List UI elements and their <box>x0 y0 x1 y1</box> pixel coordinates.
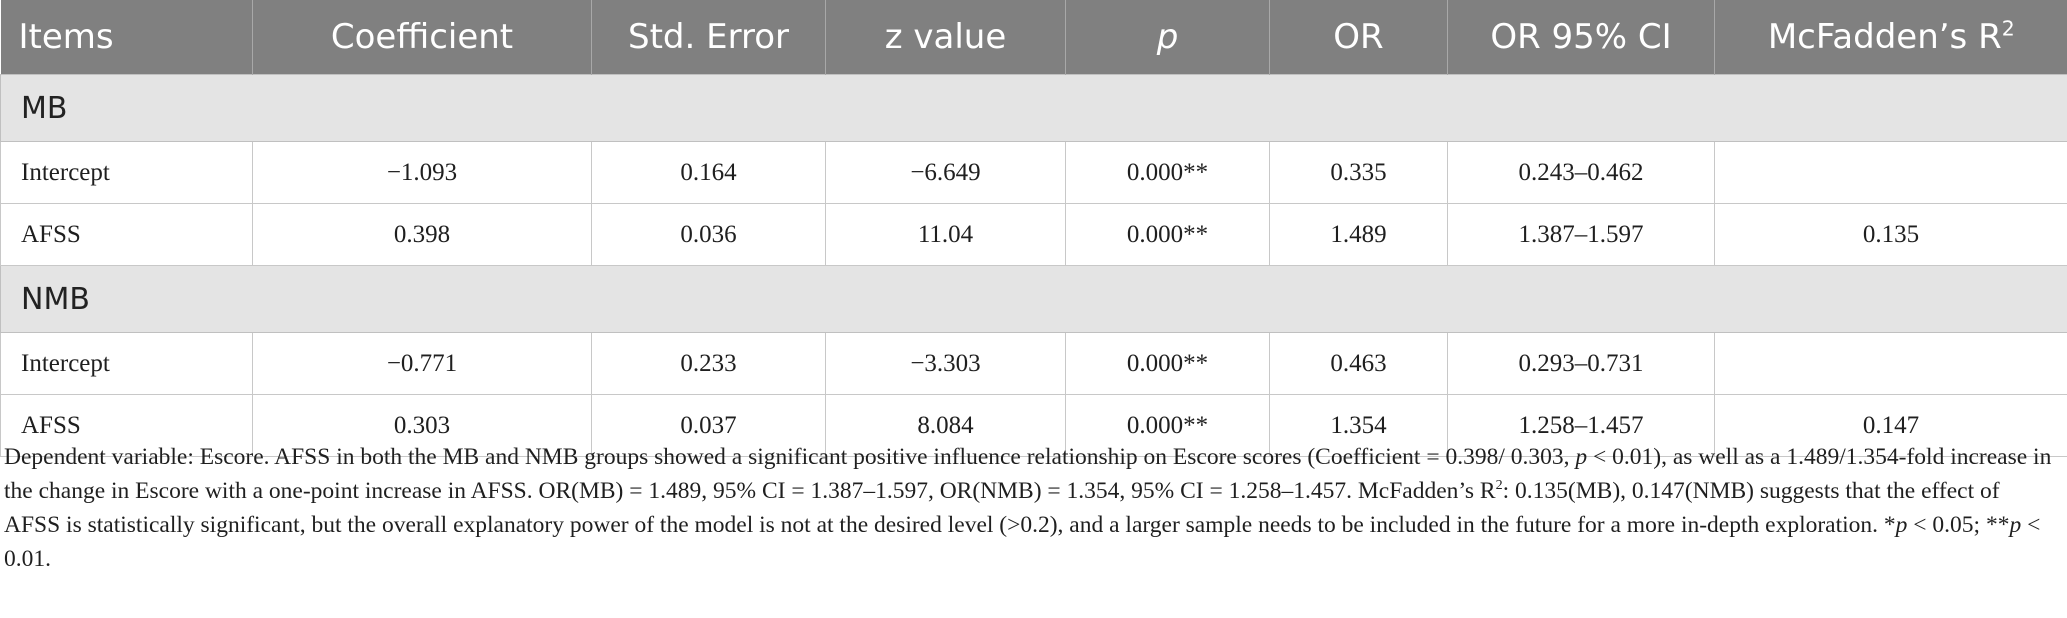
cell-or-ci: 0.293–0.731 <box>1447 332 1715 395</box>
cell-r2 <box>1714 332 2067 395</box>
cell-or: 0.463 <box>1269 332 1448 395</box>
table-row: Intercept −0.771 0.233 −3.303 0.000** 0.… <box>0 332 2067 395</box>
group-row-mb: MB <box>0 74 2067 142</box>
header-row: Items Coefficient Std. Error z value p O… <box>0 0 2067 75</box>
cell-r2 <box>1714 141 2067 204</box>
header-items: Items <box>0 0 253 75</box>
header-mcfadden-sup: 2 <box>2001 16 2015 41</box>
cell-or-ci: 1.387–1.597 <box>1447 203 1715 266</box>
results-table-container: Items Coefficient Std. Error z value p O… <box>0 0 2067 457</box>
cell-item: AFSS <box>0 394 253 457</box>
cell-std-error: 0.036 <box>591 203 826 266</box>
cell-item: AFSS <box>0 203 253 266</box>
table-row: Intercept −1.093 0.164 −6.649 0.000** 0.… <box>0 141 2067 204</box>
cell-or-ci: 0.243–0.462 <box>1447 141 1715 204</box>
cell-item: Intercept <box>0 332 253 395</box>
cell-r2: 0.147 <box>1714 394 2067 457</box>
group-label-nmb: NMB <box>0 265 2067 333</box>
header-p: p <box>1065 0 1270 75</box>
header-std-error: Std. Error <box>591 0 826 75</box>
cell-std-error: 0.164 <box>591 141 826 204</box>
header-or: OR <box>1269 0 1448 75</box>
cell-coefficient: −0.771 <box>252 332 592 395</box>
header-coefficient: Coefficient <box>252 0 592 75</box>
cell-coefficient: 0.303 <box>252 394 592 457</box>
note-r2-superscript: 2 <box>1495 477 1503 494</box>
cell-z-value: −3.303 <box>825 332 1066 395</box>
note-text-4: < 0.05; ** <box>1907 512 2010 538</box>
note-text-5: < 0.01. <box>4 512 2041 572</box>
note-p-italic-2: p <box>1895 512 1908 538</box>
cell-z-value: 8.084 <box>825 394 1066 457</box>
table-header: Items Coefficient Std. Error z value p O… <box>0 0 2067 75</box>
cell-or: 0.335 <box>1269 141 1448 204</box>
cell-p: 0.000** <box>1065 394 1270 457</box>
cell-std-error: 0.037 <box>591 394 826 457</box>
cell-z-value: −6.649 <box>825 141 1066 204</box>
regression-table: Items Coefficient Std. Error z value p O… <box>0 0 2067 457</box>
cell-z-value: 11.04 <box>825 203 1066 266</box>
note-text-2: < 0.01), as well as a 1.489/1.354-fold i… <box>4 444 2052 504</box>
header-or-ci: OR 95% CI <box>1447 0 1715 75</box>
table-row: AFSS 0.303 0.037 8.084 0.000** 1.354 1.2… <box>0 394 2067 457</box>
note-text-3: : 0.135(MB), 0.147(NMB) suggests that th… <box>4 478 2000 538</box>
header-mcfadden-r2: McFadden’s R2 <box>1714 0 2067 75</box>
group-row-nmb: NMB <box>0 265 2067 333</box>
note-p-italic-1: p <box>1575 444 1588 470</box>
header-z-value: z value <box>825 0 1066 75</box>
cell-r2: 0.135 <box>1714 203 2067 266</box>
cell-p: 0.000** <box>1065 141 1270 204</box>
cell-item: Intercept <box>0 141 253 204</box>
table-footnote: Dependent variable: Escore. AFSS in both… <box>0 440 2056 576</box>
note-text-1: Dependent variable: Escore. AFSS in both… <box>4 444 1576 470</box>
cell-p: 0.000** <box>1065 203 1270 266</box>
header-mcfadden-label: McFadden’s R <box>1767 17 2002 57</box>
cell-or: 1.489 <box>1269 203 1448 266</box>
cell-p: 0.000** <box>1065 332 1270 395</box>
cell-or-ci: 1.258–1.457 <box>1447 394 1715 457</box>
cell-or: 1.354 <box>1269 394 1448 457</box>
table-body: MB Intercept −1.093 0.164 −6.649 0.000**… <box>0 74 2067 457</box>
cell-coefficient: −1.093 <box>252 141 592 204</box>
group-label-mb: MB <box>0 74 2067 142</box>
note-p-italic-3: p <box>2009 512 2022 538</box>
cell-std-error: 0.233 <box>591 332 826 395</box>
cell-coefficient: 0.398 <box>252 203 592 266</box>
table-row: AFSS 0.398 0.036 11.04 0.000** 1.489 1.3… <box>0 203 2067 266</box>
